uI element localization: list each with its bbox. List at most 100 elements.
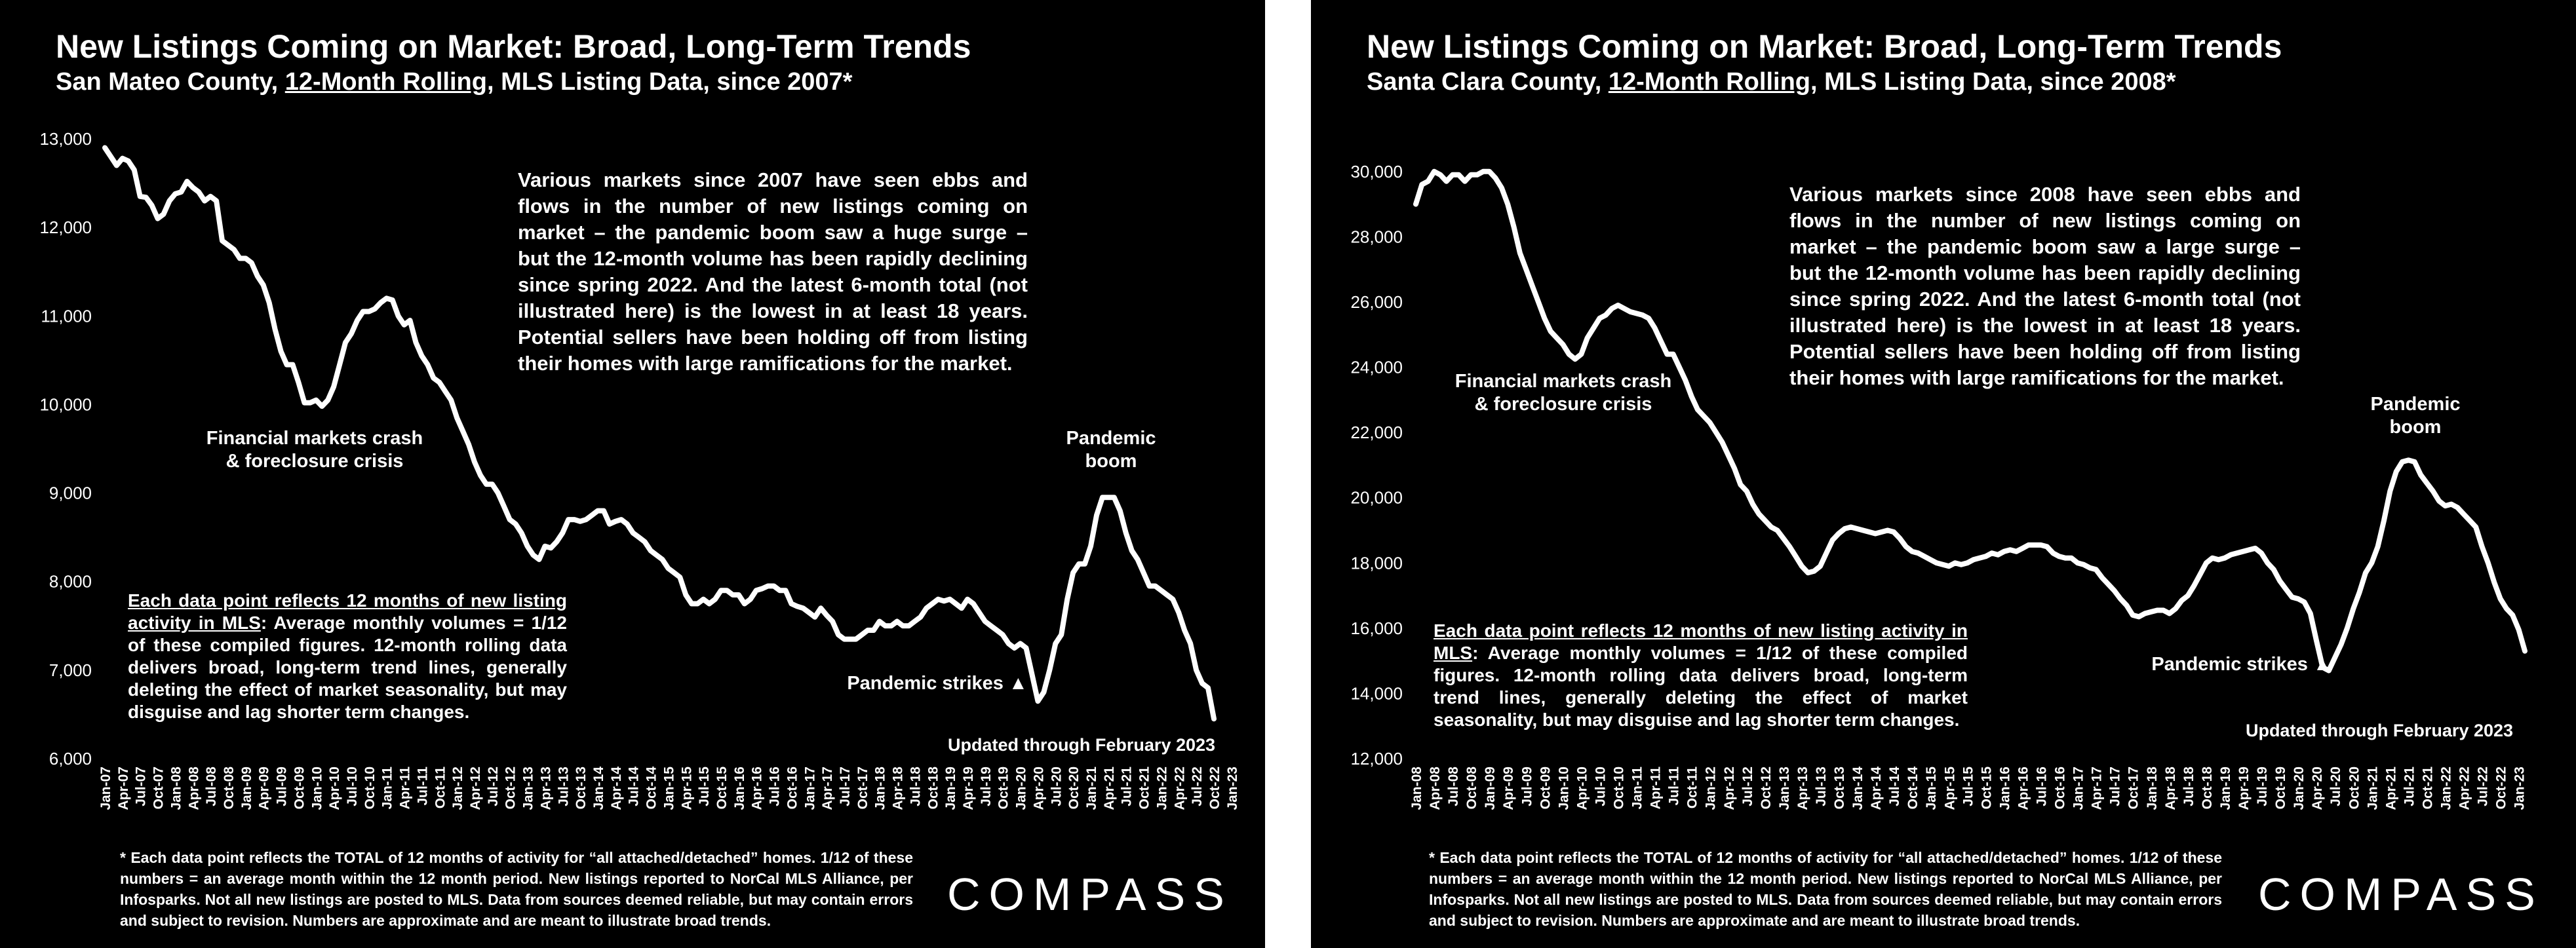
- x-tick-label: Jan-08: [168, 767, 184, 810]
- x-tick-label: Oct-21: [1137, 767, 1152, 810]
- x-tick-label: Oct-17: [2126, 767, 2141, 809]
- x-tick-label: Apr-10: [1574, 767, 1590, 810]
- x-tick-label: Jul-21: [2402, 767, 2417, 806]
- x-tick-label: Oct-10: [1611, 767, 1626, 809]
- x-tick-label: Oct-18: [926, 767, 941, 810]
- x-tick-label: Apr-15: [1942, 767, 1957, 810]
- y-tick-label: 13,000: [39, 129, 92, 149]
- x-tick-label: Oct-10: [362, 767, 378, 809]
- x-tick-label: Jan-14: [1850, 767, 1865, 810]
- x-tick-label: Oct-09: [1538, 767, 1553, 809]
- series-line: [1413, 168, 2527, 673]
- y-tick-label: 9,000: [49, 483, 92, 503]
- commentary-text: Various markets since 2007 have seen ebb…: [518, 168, 1028, 375]
- x-tick-label: Oct-11: [433, 767, 448, 809]
- x-tick-label: Apr-22: [1172, 767, 1187, 810]
- x-tick-label: Oct-22: [1207, 767, 1222, 809]
- y-tick-label: 12,000: [39, 218, 92, 237]
- annotation-line: Financial markets crash: [206, 428, 423, 449]
- x-tick-label: Jan-12: [450, 767, 465, 810]
- x-tick-label: Jul-18: [2181, 767, 2196, 806]
- compass-logo: COMPASS: [947, 869, 1233, 920]
- x-tick-label: Jan-13: [521, 767, 536, 810]
- x-tick-label: Jan-13: [1777, 767, 1792, 810]
- y-tick-label: 22,000: [1350, 423, 1403, 442]
- x-tick-label: Jul-12: [486, 767, 501, 806]
- x-tick-label: Apr-19: [961, 767, 976, 810]
- annotation-line: & foreclosure crisis: [1474, 394, 1652, 415]
- x-tick-label: Jul-19: [2255, 767, 2270, 806]
- subtitle-rolling: 12-Month Rolling: [284, 68, 487, 96]
- x-tick-label: Jan-21: [2365, 767, 2380, 810]
- x-tick-label: Oct-18: [2200, 767, 2215, 810]
- x-tick-label: Apr-20: [1031, 767, 1046, 810]
- x-tick-label: Jul-14: [627, 767, 642, 806]
- x-tick-label: Oct-16: [2053, 767, 2068, 809]
- x-tick-label: Oct-12: [1759, 767, 1774, 809]
- x-tick-label: Jul-22: [2476, 767, 2491, 806]
- x-tick-label: Oct-14: [1905, 767, 1921, 810]
- y-tick-label: 10,000: [39, 394, 92, 414]
- x-tick-label: Jan-22: [2438, 767, 2453, 810]
- x-tick-label: Jan-20: [2292, 767, 2307, 810]
- x-tick-label: Jul-13: [556, 767, 571, 806]
- annotation-pandemic-strikes: Pandemic strikes ▲: [2151, 654, 2332, 675]
- x-tick-label: Apr-12: [1722, 767, 1737, 810]
- x-tick-label: Jan-10: [1556, 767, 1571, 810]
- x-tick-label: Apr-13: [538, 767, 553, 810]
- x-tick-label: Apr-21: [1102, 767, 1117, 810]
- x-tick-label: Jul-13: [1814, 767, 1829, 806]
- x-tick-label: Apr-20: [2310, 767, 2325, 810]
- subtitle-county: Santa Clara County,: [1367, 68, 1609, 96]
- footnote: * Each data point reflects the TOTAL of …: [120, 849, 913, 929]
- x-tick-label: Jan-23: [2512, 767, 2527, 810]
- x-tick-label: Jul-20: [2328, 767, 2343, 806]
- x-tick-label: Apr-15: [679, 767, 694, 810]
- x-tick-label: Oct-15: [1979, 767, 1994, 810]
- x-tick-label: Jan-19: [943, 767, 958, 810]
- x-tick-label: Jul-16: [768, 767, 783, 806]
- x-tick-label: Jan-18: [2145, 767, 2160, 810]
- x-tick-label: Jan-16: [732, 767, 747, 810]
- x-tick-label: Apr-11: [398, 767, 413, 810]
- x-tick-label: Oct-20: [2347, 767, 2362, 809]
- x-tick-label: Apr-17: [820, 767, 835, 810]
- x-tick-label: Apr-13: [1795, 767, 1810, 810]
- methodology-note: Each data point reflects 12 months of ne…: [128, 590, 567, 723]
- x-tick-label: Jul-20: [1049, 767, 1064, 806]
- subtitle-county: San Mateo County,: [56, 68, 285, 96]
- annotation-pandemic-boom: Pandemic boom: [1029, 427, 1193, 473]
- x-tick-label: Oct-11: [1685, 767, 1700, 809]
- x-tick-label: Apr-17: [2090, 767, 2105, 810]
- footnote: * Each data point reflects the TOTAL of …: [1429, 849, 2222, 929]
- x-tick-label: Oct-17: [855, 767, 870, 809]
- chart-subtitle: San Mateo County, 12-Month Rolling, MLS …: [56, 68, 852, 96]
- annotation-financial-crash: Financial markets crash & foreclosure cr…: [1445, 370, 1681, 416]
- chart-subtitle: Santa Clara County, 12-Month Rolling, ML…: [1367, 68, 2176, 96]
- subtitle-source: , MLS Listing Data, since 2007*: [486, 68, 853, 96]
- x-tick-label: Apr-19: [2236, 767, 2252, 810]
- x-tick-label: Jul-09: [275, 767, 290, 806]
- series-line: [102, 145, 1217, 722]
- x-tick-label: Jul-10: [345, 767, 360, 806]
- y-tick-label: 12,000: [1350, 749, 1403, 768]
- subtitle-source: , MLS Listing Data, since 2008*: [1810, 68, 2176, 96]
- x-tick-label: Jan-10: [309, 767, 324, 810]
- x-tick-label: Jan-22: [1154, 767, 1169, 810]
- x-tick-label: Jul-11: [1667, 767, 1682, 806]
- annotation-line: Pandemic: [1066, 428, 1156, 449]
- subtitle-rolling: 12-Month Rolling: [1608, 68, 1810, 96]
- x-tick-label: Jul-21: [1120, 767, 1135, 806]
- x-tick-label: Jan-09: [239, 767, 254, 810]
- methodology-note: Each data point reflects 12 months of ne…: [1434, 620, 1968, 731]
- x-tick-label: Jan-14: [591, 767, 606, 810]
- x-tick-label: Jan-17: [802, 767, 817, 810]
- x-tick-label: Jan-15: [1924, 767, 1939, 810]
- x-tick-label: Oct-08: [1464, 767, 1479, 810]
- x-tick-label: Jul-11: [415, 767, 430, 806]
- annotation-line: & foreclosure crisis: [225, 451, 404, 472]
- x-tick-label: Jul-17: [2108, 767, 2123, 806]
- compass-logo: COMPASS: [2258, 869, 2544, 920]
- annotation-line: boom: [1085, 451, 1137, 472]
- annotation-line: Pandemic: [2370, 394, 2461, 415]
